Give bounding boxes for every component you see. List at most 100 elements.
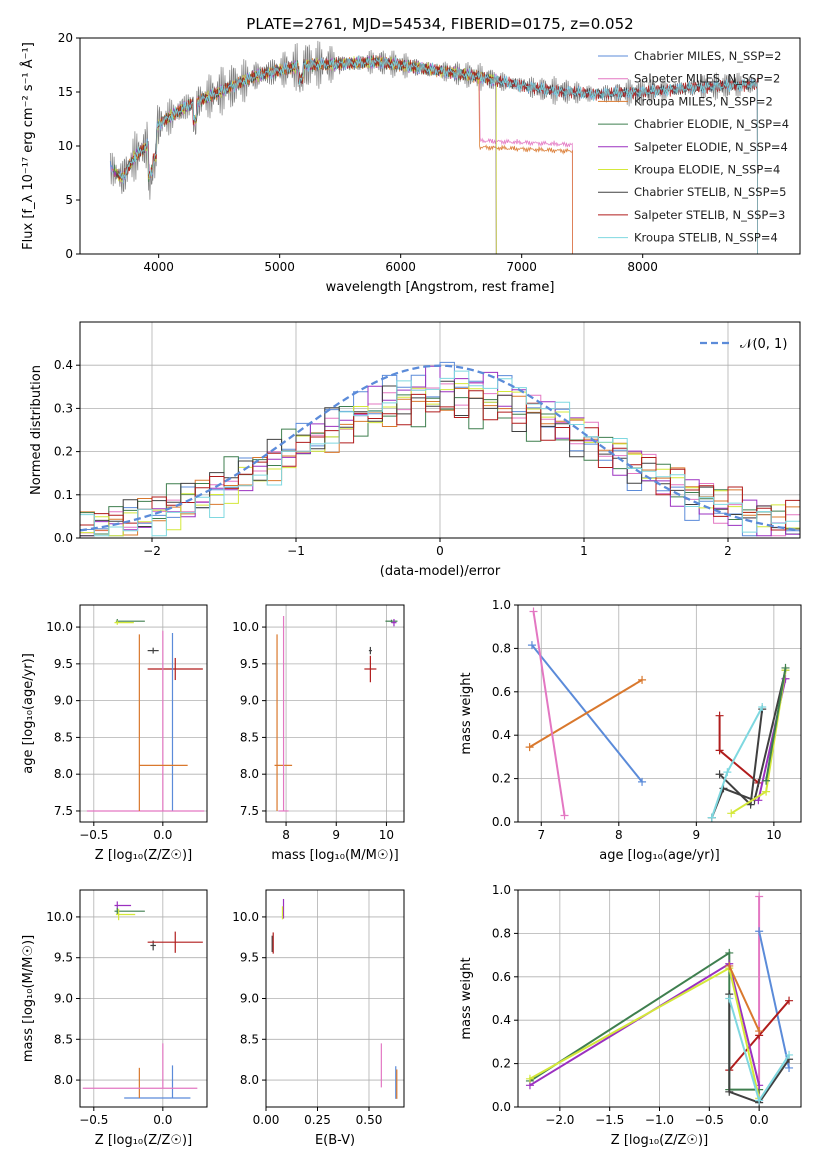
plus-marker	[727, 809, 736, 818]
y-tick-label: 0.2	[492, 772, 511, 786]
x-tick-label: 10	[379, 828, 394, 842]
series-line	[529, 966, 761, 1099]
x-tick-label: 9	[693, 828, 701, 842]
y-tick-label: 0.0	[54, 531, 73, 545]
x-tick-label: 8000	[627, 260, 658, 274]
plus-marker	[785, 1050, 794, 1059]
panel-mass_vs_Z: −0.5 0.0 8.0 8.5 9.0 9.5 10.0 Z [log₁₀(Z/Z☉)] ma…	[21, 889, 208, 1148]
x-axis-label: mass [log₁₀(M/M☉)]	[271, 848, 398, 863]
y-tick-label: 10.0	[46, 620, 73, 634]
x-tick-label: 10	[766, 828, 781, 842]
axes-frame	[265, 889, 405, 1108]
plus-marker	[762, 787, 771, 796]
series-line	[529, 679, 643, 748]
y-tick-label: 10.0	[46, 910, 73, 924]
axes-frame	[517, 889, 802, 1108]
plus-marker	[755, 892, 764, 901]
legend: Chabrier MILES, N_SSP=2 Salpeter MILES, N…	[598, 49, 789, 245]
chart-title: PLATE=2761, MJD=54534, FIBERID=0175, z=0…	[246, 15, 633, 33]
y-tick-label: 0.3	[54, 401, 73, 415]
x-tick-label: 8	[282, 828, 290, 842]
plus-marker	[707, 813, 716, 822]
model-line	[117, 55, 758, 254]
plot-area	[274, 616, 398, 812]
x-tick-label: −1.5	[595, 1113, 624, 1127]
plus-marker	[715, 746, 724, 755]
panel-age_vs_mass: 8 9 10 7.5 8.0 8.5 9.0 9.5 10.0 mass [log₁₀(M/M☉)…	[232, 604, 405, 863]
x-tick-label: 0.00	[253, 1113, 280, 1127]
legend-label: Chabrier MILES, N_SSP=2	[634, 49, 781, 63]
y-tick-label: 8.0	[240, 1073, 259, 1087]
plus-marker	[725, 948, 734, 957]
y-tick-label: 0.4	[492, 1013, 511, 1027]
y-axis-label: Normed distribution	[29, 365, 44, 495]
axes-frame	[79, 889, 208, 1108]
series-line	[532, 611, 566, 816]
y-tick-label: 7.5	[240, 804, 259, 818]
x-tick-label: 0.25	[304, 1113, 331, 1127]
model-line	[116, 55, 758, 254]
x-axis-label: Z [log₁₀(Z/Z☉)]	[611, 1133, 708, 1148]
legend-label: Salpeter MILES, N_SSP=2	[634, 72, 780, 86]
plus-marker	[781, 663, 790, 672]
x-tick-label: 0.0	[153, 1113, 172, 1127]
x-tick-label: 0.50	[356, 1113, 383, 1127]
plus-marker	[723, 768, 732, 777]
y-tick-label: 8.5	[54, 730, 73, 744]
x-axis-label: age [log₁₀(age/yr)]	[599, 848, 720, 863]
x-tick-label: 0.0	[750, 1113, 769, 1127]
plus-marker	[762, 776, 771, 785]
y-tick-label: 8.5	[240, 730, 259, 744]
y-tick-label: 0	[65, 247, 73, 261]
plus-marker	[725, 961, 734, 970]
legend-label: 𝒩(0, 1)	[740, 337, 787, 352]
y-tick-label: 8.0	[54, 767, 73, 781]
x-axis-label: Z [log₁₀(Z/Z☉)]	[95, 848, 192, 863]
y-tick-label: 8.0	[54, 1073, 73, 1087]
y-tick-label: 9.5	[240, 951, 259, 965]
y-tick-label: 0.6	[492, 970, 511, 984]
x-tick-label: −1.0	[645, 1113, 674, 1127]
y-tick-label: 20	[58, 31, 73, 45]
plot-area	[80, 361, 800, 537]
y-tick-label: 8.0	[240, 767, 259, 781]
y-axis-label: mass weight	[459, 672, 474, 754]
y-tick-label: 5	[65, 193, 73, 207]
y-axis-label: mass [log₁₀(M/M☉)]	[21, 935, 36, 1062]
x-tick-label: 7	[537, 828, 545, 842]
y-tick-label: 0.0	[492, 1100, 511, 1114]
plot-area	[82, 901, 203, 1099]
x-tick-label: 7000	[506, 260, 537, 274]
y-tick-label: 0.8	[492, 641, 511, 655]
y-tick-label: 8.5	[240, 1032, 259, 1046]
panel-massweight_vs_Z: −2.0 −1.5 −1.0 −0.5 0.0 0.0 0.2 0.4 0.6 0.8 1.0 Z […	[459, 883, 802, 1148]
plus-marker	[758, 702, 767, 711]
y-tick-label: 0.4	[54, 358, 73, 372]
x-axis-label: E(B-V)	[315, 1133, 355, 1148]
plus-marker	[755, 1096, 764, 1105]
x-tick-label: −1	[287, 544, 305, 558]
plus-marker	[560, 811, 569, 820]
plus-marker	[527, 641, 536, 650]
plus-marker	[638, 777, 647, 786]
y-axis-label: Flux [f_λ 10⁻¹⁷ erg cm⁻² s⁻¹ Å⁻¹]	[20, 42, 36, 250]
plus-marker	[725, 994, 734, 1003]
y-tick-label: 9.0	[240, 992, 259, 1006]
axes-frame	[517, 604, 802, 823]
series-line	[529, 951, 760, 1091]
y-tick-label: 10	[58, 139, 73, 153]
legend-label: Salpeter ELODIE, N_SSP=4	[634, 140, 788, 154]
y-tick-label: 9.5	[54, 951, 73, 965]
y-tick-label: 0.0	[492, 815, 511, 829]
y-tick-label: 1.0	[492, 598, 511, 612]
axes-frame	[79, 604, 208, 823]
plus-marker	[715, 711, 724, 720]
x-tick-label: 5000	[264, 260, 295, 274]
normal-curve	[80, 364, 800, 532]
plus-marker	[755, 927, 764, 936]
x-axis-label: (data-model)/error	[380, 564, 501, 579]
x-tick-label: 6000	[385, 260, 416, 274]
y-tick-label: 7.5	[54, 804, 73, 818]
x-tick-label: 8	[615, 828, 623, 842]
y-tick-label: 0.1	[54, 488, 73, 502]
